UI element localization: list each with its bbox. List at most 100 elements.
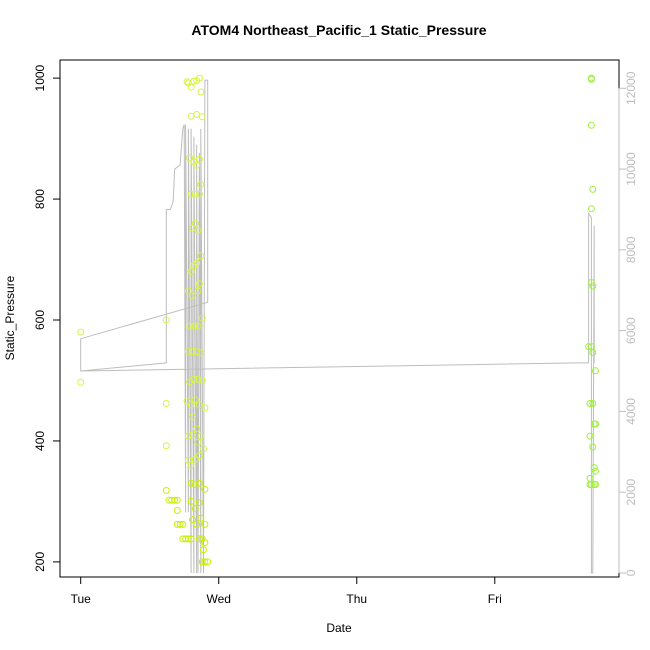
data-point [190, 375, 198, 383]
data-point [197, 514, 205, 522]
data-point [191, 505, 199, 513]
data-point [191, 190, 199, 198]
x-tick-label: Wed [206, 592, 230, 606]
data-point [191, 481, 199, 488]
data-point [590, 464, 598, 472]
data-point [162, 316, 170, 324]
data-point [171, 496, 179, 504]
data-point [187, 461, 195, 469]
data-point [197, 349, 205, 357]
data-point [184, 432, 192, 440]
data-point [187, 535, 195, 543]
data-point [586, 474, 594, 482]
data-point [204, 558, 212, 566]
data-point [592, 481, 599, 488]
data-point [201, 485, 209, 493]
data-point [195, 499, 203, 507]
data-point [162, 400, 170, 407]
data-point [194, 227, 202, 234]
y-left-tick-label: 200 [33, 552, 47, 572]
data-point [201, 404, 209, 412]
y-right-tick-label: 4000 [624, 398, 638, 425]
data-point [586, 432, 594, 440]
data-point [585, 343, 593, 351]
data-point [198, 377, 206, 384]
data-point [592, 420, 599, 428]
data-point [184, 535, 192, 543]
data-point [190, 77, 198, 85]
data-point [193, 348, 201, 355]
data-point [77, 378, 85, 386]
data-point [589, 282, 597, 290]
data-point [176, 520, 184, 528]
data-point [77, 328, 85, 336]
data-point [187, 479, 195, 487]
plot-frame [59, 59, 620, 578]
y-right-tick-label: 2000 [624, 479, 638, 506]
x-axis-label: Date [326, 621, 352, 635]
data-point [195, 155, 203, 163]
data-point [195, 190, 203, 198]
data-point [195, 452, 203, 459]
y-left-tick-label: 400 [33, 431, 47, 451]
data-point [587, 205, 595, 213]
y-left-tick-label: 600 [33, 310, 47, 330]
data-point [191, 219, 199, 227]
data-point [189, 516, 196, 524]
data-point [194, 438, 202, 446]
data-point [187, 268, 195, 276]
y-right-tick-label: 10000 [624, 152, 638, 186]
y-left-tick-label: 800 [33, 189, 47, 209]
data-point [197, 252, 205, 260]
data-point [189, 348, 196, 355]
data-point [194, 287, 202, 295]
data-point [201, 558, 209, 566]
data-point [193, 161, 201, 169]
chart-title: ATOM4 Northeast_Pacific_1 Static_Pressur… [191, 22, 486, 38]
data-point [198, 314, 206, 322]
y-right-tick-label: 12000 [624, 71, 638, 105]
data-point [190, 322, 198, 330]
data-point [193, 110, 201, 118]
data-point [162, 442, 170, 450]
data-point [586, 400, 594, 407]
data-point [200, 546, 207, 554]
x-tick-label: Thu [346, 592, 367, 606]
data-point [198, 113, 206, 121]
data-point [193, 425, 201, 433]
data-point [191, 396, 199, 404]
data-point [194, 322, 202, 330]
data-point [587, 481, 595, 488]
data-point [195, 74, 203, 82]
data-point [197, 88, 205, 96]
data-point [173, 507, 181, 514]
data-point [187, 401, 195, 409]
x-tick-label: Fri [488, 592, 502, 606]
data-point [195, 401, 203, 409]
series-layer [77, 74, 599, 574]
data-point [587, 121, 595, 129]
data-point [193, 520, 201, 528]
data-point [589, 400, 597, 407]
data-point [194, 375, 202, 383]
data-point [589, 349, 597, 357]
data-point [195, 280, 203, 288]
data-point [587, 75, 595, 83]
data-point [193, 259, 201, 267]
data-point [184, 287, 192, 295]
data-point [187, 190, 195, 198]
data-point [191, 455, 199, 463]
data-point [189, 413, 196, 421]
y-right-tick-label: 6000 [624, 317, 638, 344]
data-point [187, 83, 195, 91]
data-point [189, 431, 196, 439]
data-point [162, 487, 170, 494]
data-point [197, 432, 205, 440]
data-point [201, 520, 209, 528]
data-point [189, 292, 196, 300]
data-point [186, 322, 194, 330]
data-point [592, 467, 599, 475]
data-point [187, 497, 195, 505]
y-left-tick-label: 1000 [33, 64, 47, 91]
